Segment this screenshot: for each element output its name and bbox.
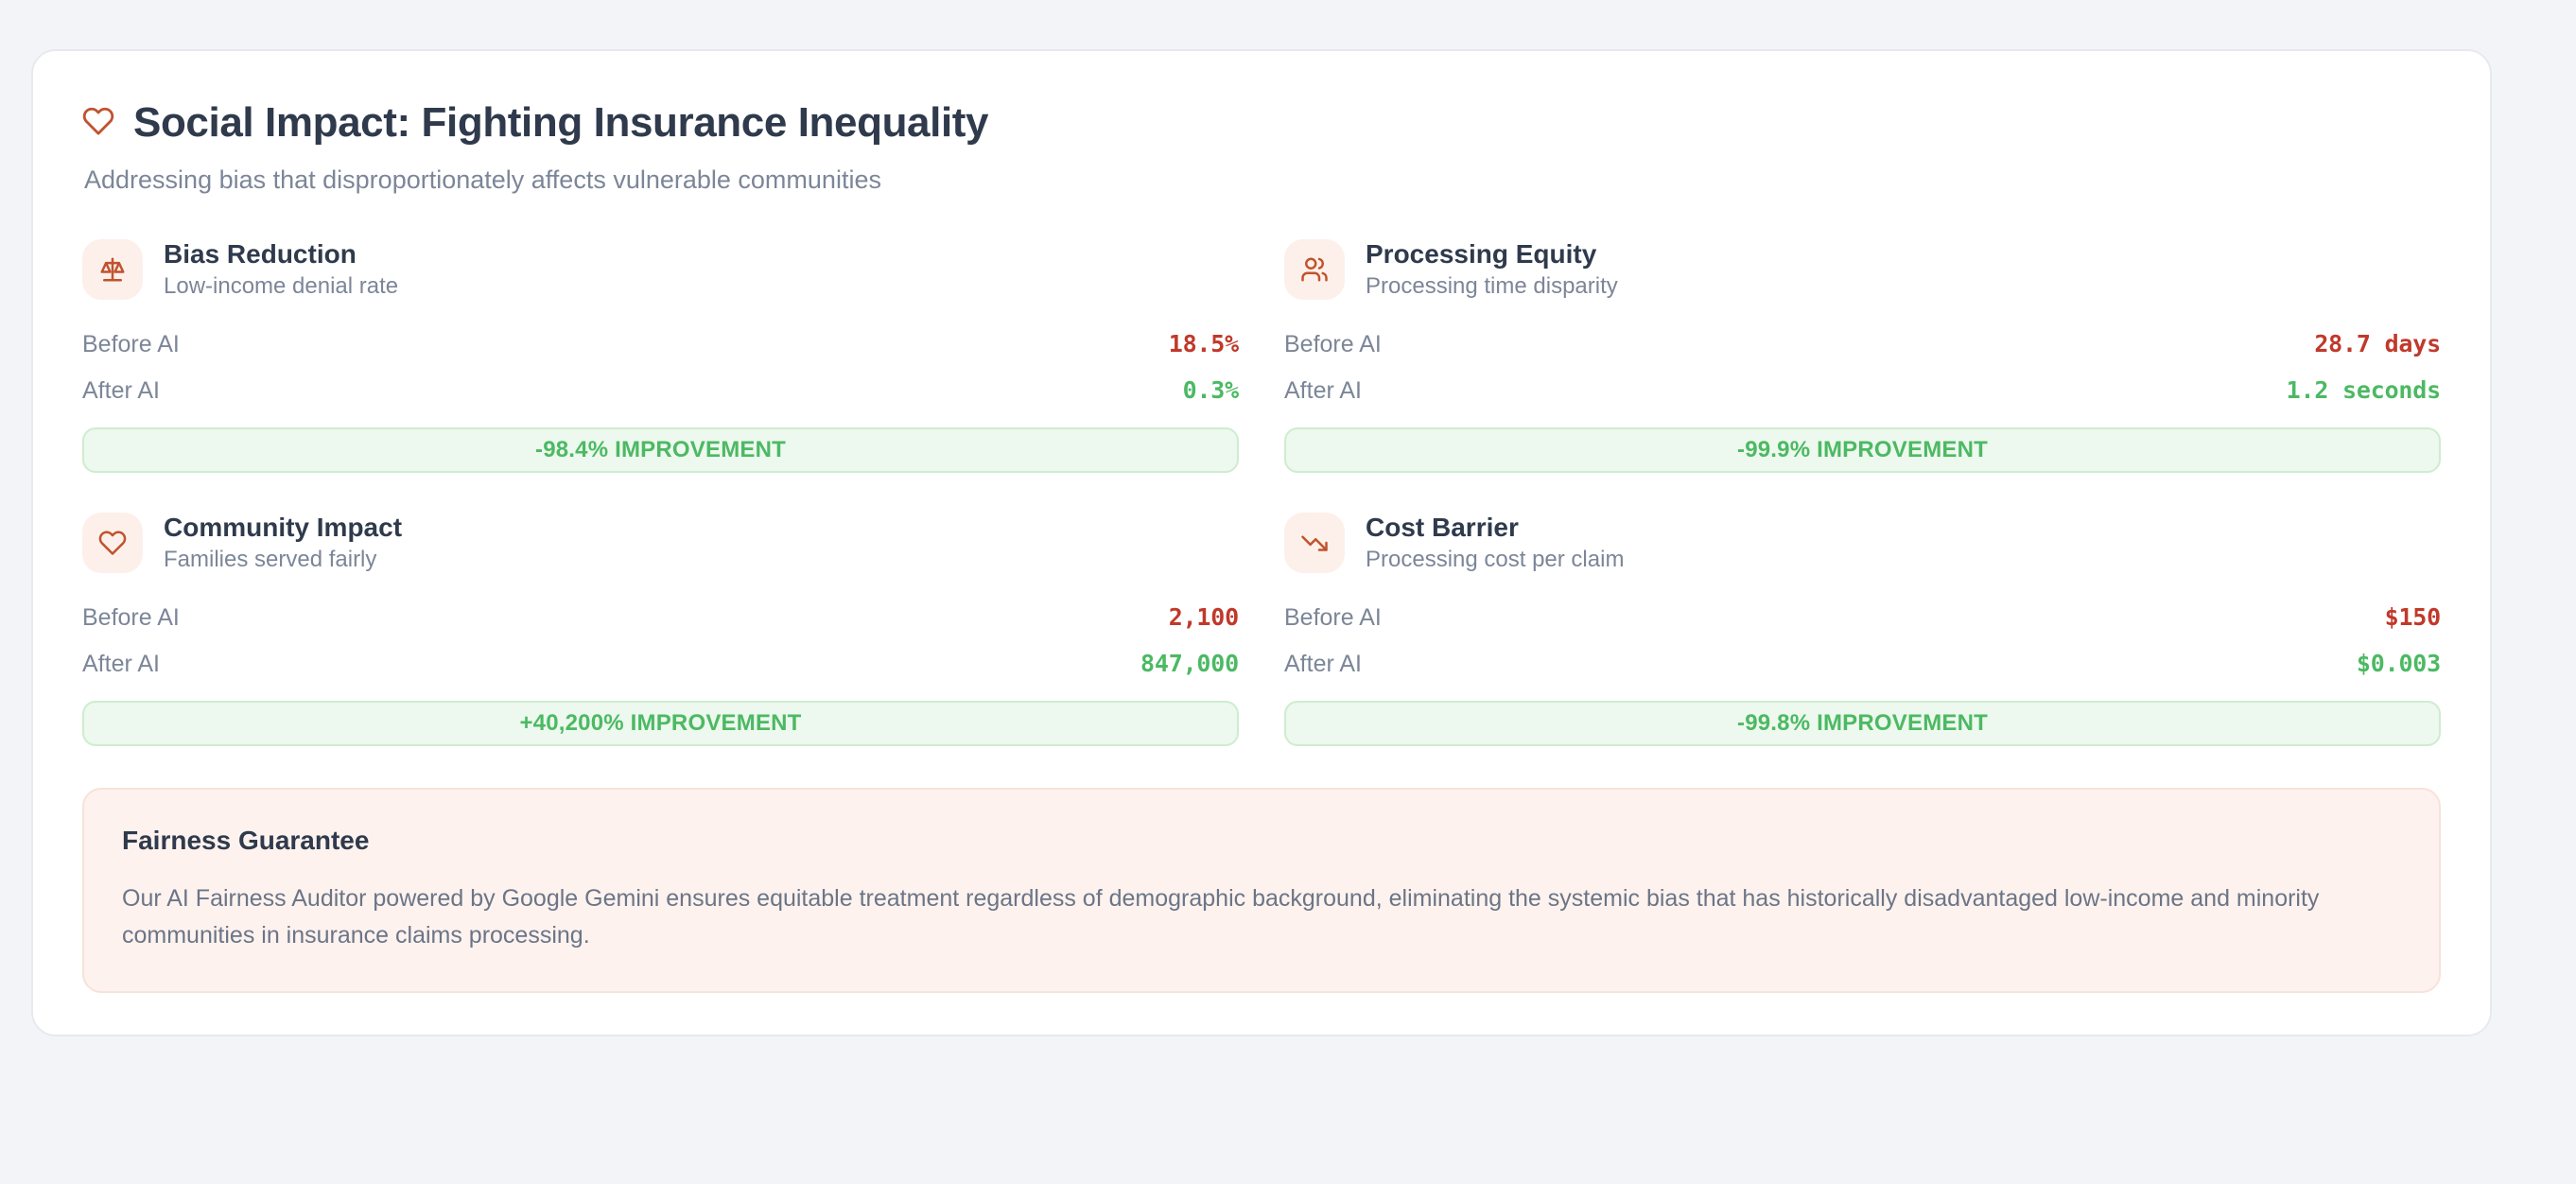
- social-impact-panel: Social Impact: Fighting Insurance Inequa…: [31, 49, 2492, 1037]
- after-label: After AI: [1284, 376, 1362, 404]
- scales-balance-icon: [82, 238, 143, 300]
- status-badge: -98.4% IMPROVEMENT: [82, 427, 1239, 473]
- metric-row-before: Before AI 18.5%: [82, 324, 1239, 364]
- fairness-guarantee-callout: Fairness Guarantee Our AI Fairness Audit…: [82, 787, 2441, 994]
- metric-label: Community Impact: [164, 512, 403, 542]
- metric-header: Cost Barrier Processing cost per claim: [1284, 512, 2441, 573]
- after-value: 847,000: [1140, 649, 1239, 677]
- metric-card-cost-barrier: Cost Barrier Processing cost per claim B…: [1284, 512, 2441, 746]
- metric-row-before: Before AI $150: [1284, 598, 2441, 637]
- metric-row-after: After AI $0.003: [1284, 644, 2441, 684]
- heart-icon: [82, 105, 114, 142]
- metric-card-community-impact: Community Impact Families served fairly …: [82, 512, 1239, 746]
- after-label: After AI: [82, 376, 160, 404]
- metric-label: Cost Barrier: [1366, 512, 1519, 542]
- users-icon: [1284, 238, 1345, 300]
- metric-sublabel: Families served fairly: [164, 547, 377, 573]
- metric-card-processing-equity: Processing Equity Processing time dispar…: [1284, 238, 2441, 473]
- before-value: $150: [2384, 602, 2442, 631]
- metric-card-bias-reduction: Bias Reduction Low-income denial rate Be…: [82, 238, 1239, 473]
- after-value: 0.3%: [1182, 375, 1240, 404]
- before-value: 28.7 days: [2314, 329, 2441, 357]
- before-value: 18.5%: [1168, 329, 1239, 357]
- fairness-title: Fairness Guarantee: [122, 825, 370, 855]
- heart-icon: [82, 512, 143, 573]
- metric-sublabel: Low-income denial rate: [164, 273, 399, 300]
- fairness-body: Our AI Fairness Auditor powered by Googl…: [122, 884, 2320, 949]
- metric-sublabel: Processing time disparity: [1366, 273, 1618, 300]
- metric-grid: Bias Reduction Low-income denial rate Be…: [82, 238, 2441, 746]
- metric-header: Community Impact Families served fairly: [82, 512, 1239, 573]
- panel-subtitle: Addressing bias that disproportionately …: [84, 165, 881, 195]
- after-label: After AI: [82, 650, 160, 677]
- after-label: After AI: [1284, 650, 1362, 677]
- after-value: $0.003: [2356, 649, 2441, 677]
- before-label: Before AI: [1284, 603, 1382, 631]
- panel-header: Social Impact: Fighting Insurance Inequa…: [82, 99, 2441, 196]
- status-badge: -99.9% IMPROVEMENT: [1284, 427, 2441, 473]
- metric-row-before: Before AI 28.7 days: [1284, 324, 2441, 364]
- before-label: Before AI: [1284, 330, 1382, 357]
- metric-header: Bias Reduction Low-income denial rate: [82, 238, 1239, 300]
- status-badge: +40,200% IMPROVEMENT: [82, 700, 1239, 746]
- metric-row-after: After AI 1.2 seconds: [1284, 371, 2441, 410]
- before-label: Before AI: [82, 603, 180, 631]
- page-title: Social Impact: Fighting Insurance Inequa…: [133, 99, 989, 146]
- status-badge: -99.8% IMPROVEMENT: [1284, 700, 2441, 746]
- metric-label: Bias Reduction: [164, 238, 357, 269]
- metric-row-before: Before AI 2,100: [82, 598, 1239, 637]
- before-label: Before AI: [82, 330, 180, 357]
- after-value: 1.2 seconds: [2286, 375, 2442, 404]
- title-row: Social Impact: Fighting Insurance Inequa…: [82, 99, 2441, 146]
- before-value: 2,100: [1168, 602, 1239, 631]
- metric-row-after: After AI 0.3%: [82, 371, 1239, 410]
- metric-sublabel: Processing cost per claim: [1366, 547, 1625, 573]
- trending-down-icon: [1284, 512, 1345, 573]
- metric-row-after: After AI 847,000: [82, 644, 1239, 684]
- metric-header: Processing Equity Processing time dispar…: [1284, 238, 2441, 300]
- metric-label: Processing Equity: [1366, 238, 1597, 269]
